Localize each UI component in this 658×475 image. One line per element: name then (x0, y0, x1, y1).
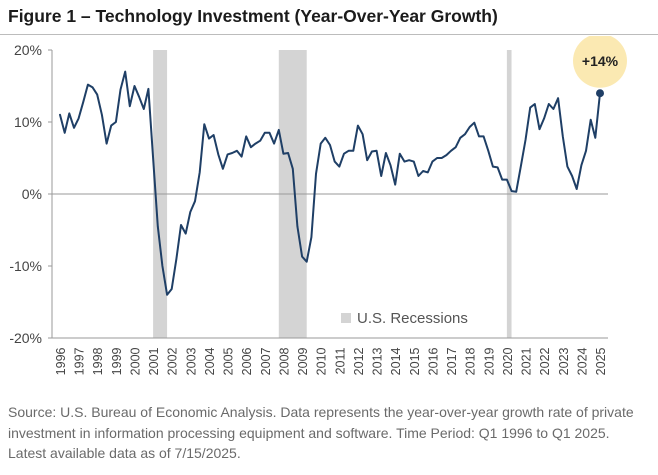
x-tick-label: 2023 (557, 347, 571, 375)
callout-label: +14% (582, 53, 619, 69)
x-tick-label: 1998 (91, 347, 105, 375)
x-tick-label: 1997 (73, 347, 87, 375)
legend-swatch (341, 313, 351, 323)
x-tick-label: 1999 (110, 347, 124, 375)
latest-point-marker (596, 89, 604, 98)
y-tick-label: -10% (9, 258, 42, 274)
chart-title: Figure 1 – Technology Investment (Year-O… (8, 6, 498, 26)
x-tick-label: 2004 (203, 347, 217, 375)
x-tick-label: 2009 (296, 347, 310, 375)
series-line (59, 70, 601, 296)
source-note: Source: U.S. Bureau of Economic Analysis… (8, 404, 634, 461)
x-tick-label: 2008 (277, 347, 291, 375)
title-divider (0, 34, 658, 35)
x-tick-label: 2016 (426, 347, 440, 375)
x-tick-label: 2022 (538, 347, 552, 375)
x-tick-label: 2000 (128, 347, 142, 375)
x-tick-label: 2015 (408, 347, 422, 375)
x-tick-label: 2010 (315, 347, 329, 375)
x-tick-label: 2019 (482, 347, 496, 375)
x-tick-label: 2012 (352, 347, 366, 375)
x-tick-label: 2011 (333, 347, 347, 374)
x-tick-label: 2018 (464, 347, 478, 375)
x-tick-label: 2003 (184, 347, 198, 375)
y-tick-label: 20% (14, 42, 42, 58)
y-tick-label: 0% (22, 186, 42, 202)
x-tick-label: 2002 (166, 347, 180, 375)
legend-label: U.S. Recessions (357, 310, 468, 327)
y-tick-label: 10% (14, 114, 42, 130)
callout-bubble (573, 36, 627, 88)
x-tick-label: 1996 (54, 347, 68, 375)
x-tick-label: 2006 (240, 347, 254, 375)
x-tick-label: 2017 (445, 347, 459, 375)
x-tick-label: 2007 (259, 347, 273, 375)
x-tick-label: 2001 (147, 347, 161, 375)
x-tick-label: 2024 (575, 347, 589, 375)
x-tick-label: 2020 (501, 347, 515, 375)
x-tick-label: 2013 (371, 347, 385, 375)
x-tick-label: 2005 (222, 347, 236, 375)
x-tick-label: 2025 (594, 347, 608, 375)
y-tick-label: -20% (9, 330, 42, 346)
x-tick-label: 2014 (389, 347, 403, 375)
line-chart: 20% 10% 0% -10% -20% 1996 1997 1998 1999 2000 2001… (9, 36, 627, 375)
x-tick-label: 2021 (520, 347, 534, 375)
